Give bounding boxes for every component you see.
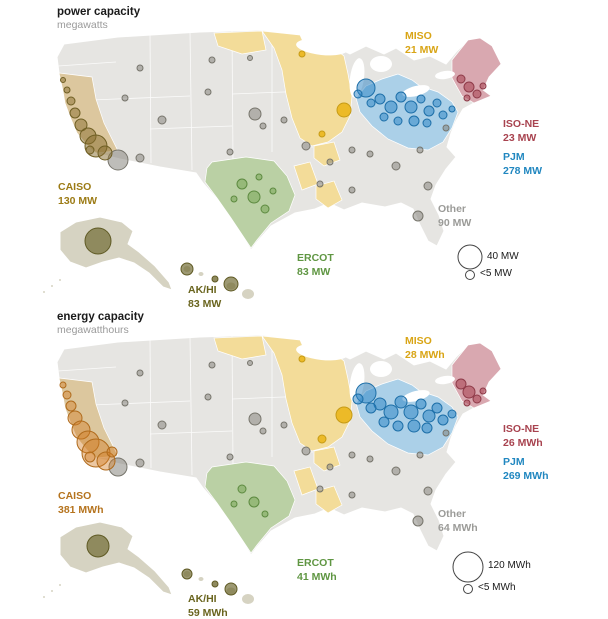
pjm-capacity-bubbles xyxy=(352,382,457,434)
legend-small-label: <5 MW xyxy=(480,268,512,279)
power-capacity-map-panel: power capacity megawatts MISO 21 MW ISO-… xyxy=(0,0,608,310)
us-map-energy xyxy=(42,334,502,605)
ercot-capacity-bubbles xyxy=(230,484,269,518)
isone-capacity-bubbles xyxy=(455,378,487,407)
region-value: 41 MWh xyxy=(297,570,337,583)
panel-subtitle: megawatts xyxy=(57,19,108,31)
ercot-capacity-bubbles xyxy=(230,173,277,214)
isone-capacity-bubbles xyxy=(456,74,487,102)
akhi-capacity-bubbles xyxy=(86,534,238,596)
region-value: 381 MWh xyxy=(58,503,104,516)
akhi-label: AK/HI 59 MWh xyxy=(188,593,228,619)
region-value: 28 MWh xyxy=(405,348,445,361)
pjm-label: PJM 269 MWh xyxy=(503,456,549,483)
region-name: CAISO xyxy=(58,490,92,502)
region-name: Other xyxy=(438,203,467,215)
bubble-size-legend xyxy=(452,551,484,594)
region-value: 26 MWh xyxy=(503,436,543,449)
region-value: 59 MWh xyxy=(188,606,228,619)
caiso-label: CAISO 381 MWh xyxy=(58,490,104,517)
region-name: MISO xyxy=(405,335,432,347)
region-name: AK/HI xyxy=(188,284,217,296)
miso-label: MISO 21 MW xyxy=(405,30,438,57)
legend-big-label: 120 MWh xyxy=(488,560,531,571)
panel-title: energy capacity xyxy=(57,311,144,323)
akhi-label: AK/HI 83 MW xyxy=(188,284,221,311)
miso-capacity-bubbles xyxy=(298,50,352,138)
legend-small-label: <5 MWh xyxy=(478,582,516,593)
region-value: 83 MW xyxy=(188,297,222,310)
region-name: PJM xyxy=(503,151,525,163)
region-value: 23 MW xyxy=(503,131,537,144)
isone-label: ISO-NE 23 MW xyxy=(503,118,539,145)
akhi-capacity-bubbles xyxy=(84,227,239,292)
energy-capacity-map-panel: energy capacity megawatthours MISO 28 MW… xyxy=(0,305,608,619)
region-value: 83 MW xyxy=(297,265,331,278)
panel-title-block: power capacity megawatts xyxy=(57,6,140,31)
other-label: Other 90 MW xyxy=(438,203,471,230)
ercot-label: ERCOT 83 MW xyxy=(297,252,334,279)
region-name: ERCOT xyxy=(297,252,334,264)
panel-title: power capacity xyxy=(57,6,141,18)
region-name: PJM xyxy=(503,456,525,468)
other-capacity-bubbles xyxy=(107,55,450,222)
region-value: 90 MW xyxy=(438,216,472,229)
caiso-capacity-bubbles xyxy=(60,77,113,161)
miso-label: MISO 28 MWh xyxy=(405,335,445,362)
panel-subtitle: megawatthours xyxy=(57,324,129,336)
region-value: 21 MW xyxy=(405,43,439,56)
region-value: 130 MW xyxy=(58,194,98,207)
region-name: CAISO xyxy=(58,181,92,193)
isone-label: ISO-NE 26 MWh xyxy=(503,423,543,450)
us-map-power xyxy=(42,29,502,300)
region-name: ISO-NE xyxy=(503,118,540,130)
other-capacity-bubbles xyxy=(108,360,450,527)
region-value: 269 MWh xyxy=(503,469,549,482)
miso-capacity-bubbles xyxy=(298,355,353,444)
region-name: AK/HI xyxy=(188,593,217,605)
pjm-capacity-bubbles xyxy=(353,78,456,128)
ercot-label: ERCOT 41 MWh xyxy=(297,557,337,584)
region-value: 278 MW xyxy=(503,164,543,177)
region-value: 64 MWh xyxy=(438,521,478,534)
caiso-capacity-bubbles xyxy=(59,381,118,471)
other-label: Other 64 MWh xyxy=(438,508,478,535)
pjm-label: PJM 278 MW xyxy=(503,151,542,178)
region-name: MISO xyxy=(405,30,432,42)
region-name: ERCOT xyxy=(297,557,334,569)
bubble-size-legend xyxy=(457,244,483,280)
region-name: ISO-NE xyxy=(503,423,540,435)
region-name: Other xyxy=(438,508,467,520)
panel-title-block: energy capacity megawatthours xyxy=(57,311,144,336)
caiso-label: CAISO 130 MW xyxy=(58,181,97,208)
legend-big-label: 40 MW xyxy=(487,251,519,262)
